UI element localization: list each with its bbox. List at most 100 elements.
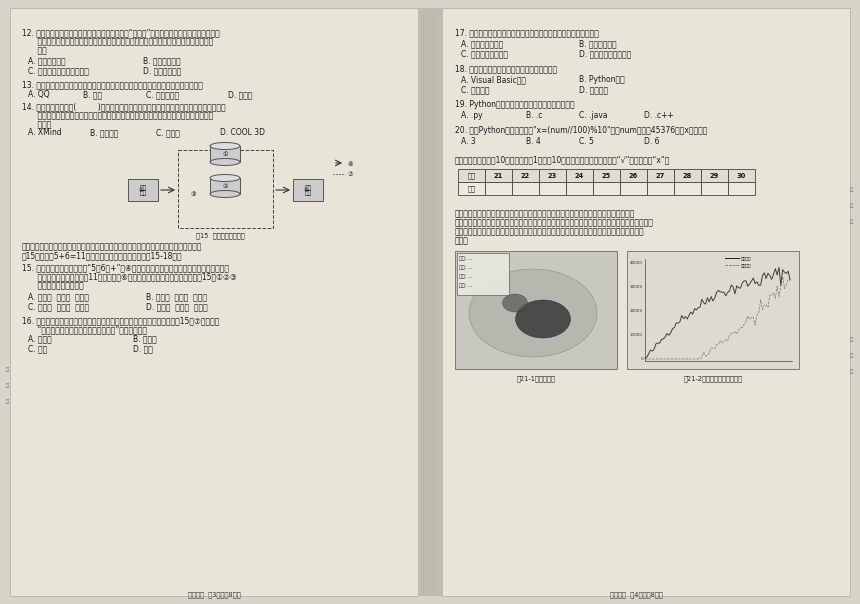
Text: 20000: 20000 (630, 309, 643, 313)
Text: 二、判断题（本题共10小题，每小题1分，共10分。正确的在相应表格内打“√”，错误的打“x”）: 二、判断题（本题共10小题，每小题1分，共10分。正确的在相应表格内打“√”，错… (455, 155, 671, 164)
Text: 26: 26 (629, 173, 638, 179)
Text: 图21-2国内国外新增确诊趋势: 图21-2国内国外新增确诊趋势 (684, 375, 742, 382)
Text: A. .py: A. .py (461, 111, 482, 120)
Text: 具的: 具的 (28, 46, 46, 55)
Text: C. 网易云音乐: C. 网易云音乐 (146, 90, 179, 99)
Text: 国内新增: 国内新增 (741, 257, 752, 261)
Text: 关于新冠肺炎疫情的信息，由疫情实时大数据报告（如图为部分数据截图）获知，其中用: 关于新冠肺炎疫情的信息，由疫情实时大数据报告（如图为部分数据截图）获知，其中用 (455, 209, 636, 218)
Text: 死亡: ...: 死亡: ... (459, 274, 472, 279)
Text: ③: ③ (190, 193, 196, 198)
Text: ①: ① (222, 152, 228, 156)
Text: 线: 线 (850, 370, 852, 374)
Text: C. 读数: C. 读数 (28, 344, 47, 353)
Text: 程序: 程序 (139, 185, 146, 191)
Text: 30000: 30000 (630, 285, 643, 289)
Bar (442, 8, 850, 596)
Text: 16. 计算机工作时有两类信息，一类是数据信息，一类是控制信息，示意图15中⑦用来表示: 16. 计算机工作时有两类信息，一类是数据信息，一类是控制信息，示意图15中⑦用… (22, 316, 219, 325)
Text: C. 节约计算存储空间: C. 节约计算存储空间 (461, 49, 508, 58)
Text: C. 机器语言: C. 机器语言 (461, 85, 489, 94)
Bar (701, 169, 728, 182)
Bar (593, 182, 620, 195)
Text: ⑥: ⑥ (347, 161, 353, 167)
Text: 28: 28 (683, 173, 692, 179)
Text: D. COOL 3D: D. COOL 3D (220, 128, 265, 137)
Text: 区分布；另外输入确诊趋势等体式。请运用数据、信息、知识与智慧之间的相互关系完成下列: 区分布；另外输入确诊趋势等体式。请运用数据、信息、知识与智慧之间的相互关系完成下… (455, 227, 645, 236)
Text: 答案: 答案 (468, 185, 476, 192)
Text: 确诊: ...: 确诊: ... (459, 256, 472, 261)
Text: D. 自然语言: D. 自然语言 (579, 85, 608, 94)
Ellipse shape (515, 300, 570, 338)
Text: B. 控制流: B. 控制流 (133, 334, 157, 343)
Bar (593, 169, 620, 182)
Bar (458, 169, 485, 182)
Bar (485, 169, 512, 182)
Text: A. XMind: A. XMind (28, 128, 62, 137)
Bar (674, 182, 701, 195)
Bar (539, 182, 566, 195)
Ellipse shape (469, 269, 597, 357)
Text: 常用的计算机主要包括运算器、控制器、存储器、输入设备、输出设备五大基本部件，如: 常用的计算机主要包括运算器、控制器、存储器、输入设备、输出设备五大基本部件，如 (22, 242, 202, 251)
Bar (457, 253, 509, 295)
Bar (210, 146, 240, 162)
Text: D. 问卷星: D. 问卷星 (228, 90, 253, 99)
Text: 25: 25 (602, 173, 611, 179)
Text: 订: 订 (850, 353, 852, 359)
Text: 过探。: 过探。 (28, 120, 52, 129)
Text: B. Python语言: B. Python语言 (579, 75, 624, 84)
Text: B. 便于数据输入: B. 便于数据输入 (579, 39, 617, 48)
Bar (620, 182, 647, 195)
Text: 24: 24 (574, 173, 584, 179)
Text: D. 信息采集工具: D. 信息采集工具 (143, 66, 181, 75)
Text: 29: 29 (710, 173, 719, 179)
Bar (210, 178, 240, 194)
Text: C. 5: C. 5 (579, 137, 594, 146)
Bar (674, 169, 701, 182)
Text: 装: 装 (5, 367, 9, 373)
Bar (458, 182, 485, 195)
Bar (539, 169, 566, 182)
Bar (10, 8, 418, 596)
Bar (647, 182, 674, 195)
Text: 12. 新冠疫情下，太原市的学校纷纷利用钉钉平台“群直播”展开课堂教学，学生看直播的同时: 12. 新冠疫情下，太原市的学校纷纷利用钉钉平台“群直播”展开课堂教学，学生看直… (22, 28, 220, 37)
Text: A. 便于存储与计算: A. 便于存储与计算 (461, 39, 503, 48)
Text: 20. 对于Python语言中的语句"x=(num//100)%10"，当num的值为45376时，x的值应为: 20. 对于Python语言中的语句"x=(num//100)%10"，当num… (455, 126, 708, 135)
Bar (512, 182, 539, 195)
Text: 17. 计算机内部，信息的存储和处理都采用二进制，最主要的原因是: 17. 计算机内部，信息的存储和处理都采用二进制，最主要的原因是 (455, 28, 599, 37)
Bar (455, 251, 617, 369)
Text: 处理: 处理 (304, 185, 311, 191)
Text: A. 数据流: A. 数据流 (28, 334, 52, 343)
Text: 还可以提问和回答问题，课后还可以通过课程回放等功能复习。钉钉软件属于数字化工: 还可以提问和回答问题，课后还可以通过课程回放等功能复习。钉钉软件属于数字化工 (28, 37, 213, 46)
Text: 订: 订 (5, 384, 9, 388)
Text: B. 绘声绘影: B. 绘声绘影 (90, 128, 119, 137)
Ellipse shape (210, 143, 240, 150)
Text: 汉字、数值、加减符号描述疫情确诊、治愈、死亡等情况；还可以用颜色、表格表、图描述疫情地: 汉字、数值、加减符号描述疫情确诊、治愈、死亡等情况；还可以用颜色、表格表、图描述… (455, 218, 654, 227)
Bar (728, 169, 755, 182)
Text: A. 控制器  运算器  存储器: A. 控制器 运算器 存储器 (28, 292, 89, 301)
Text: B. .c: B. .c (526, 111, 543, 120)
Text: 订: 订 (850, 204, 852, 208)
Bar (566, 182, 593, 195)
Text: 图15所示，以5+6=11为例描述计算机工作过程，完成15-18题。: 图15所示，以5+6=11为例描述计算机工作过程，完成15-18题。 (22, 251, 182, 260)
Text: 40000: 40000 (630, 261, 643, 265)
Bar (627, 251, 799, 369)
Bar (647, 169, 674, 182)
Text: 14. 教师引导学生借助(         )软件梳理知识点之间的逻辑关系，强化重点知识，通过思维导: 14. 教师引导学生借助( )软件梳理知识点之间的逻辑关系，强化重点知识，通过思… (22, 102, 225, 111)
Text: 22: 22 (521, 173, 530, 179)
Text: D. .c++: D. .c++ (644, 111, 674, 120)
Text: A. Visual Basic语言: A. Visual Basic语言 (461, 75, 526, 84)
Text: ④: ④ (138, 187, 144, 193)
Text: 13. 教师可借助数字化工具进行学习评估，下列能提供测试和评价统计等服务的工具是: 13. 教师可借助数字化工具进行学习评估，下列能提供测试和评价统计等服务的工具是 (22, 80, 203, 89)
Text: B. 4: B. 4 (526, 137, 541, 146)
Text: D. 易于用电子元件实现: D. 易于用电子元件实现 (579, 49, 631, 58)
Text: A. 信息获取工具: A. 信息获取工具 (28, 56, 65, 65)
Text: B. 信息加工工具: B. 信息加工工具 (143, 56, 181, 65)
Text: 图的架构，清楚地看到那些关键词的重要性与层次关系，让学生的学习变成主动的吸收: 图的架构，清楚地看到那些关键词的重要性与层次关系，让学生的学习变成主动的吸收 (28, 111, 213, 120)
Text: B. 运算器  存储器  控制器: B. 运算器 存储器 控制器 (146, 292, 207, 301)
Text: C. 爱剪辑: C. 爱剪辑 (156, 128, 180, 137)
Text: 图21-1国内疫情图: 图21-1国内疫情图 (517, 375, 556, 382)
Bar (178, 150, 273, 228)
Text: D. 取数: D. 取数 (133, 344, 153, 353)
Bar (566, 169, 593, 182)
Text: 装: 装 (850, 338, 852, 342)
Bar (128, 179, 158, 201)
